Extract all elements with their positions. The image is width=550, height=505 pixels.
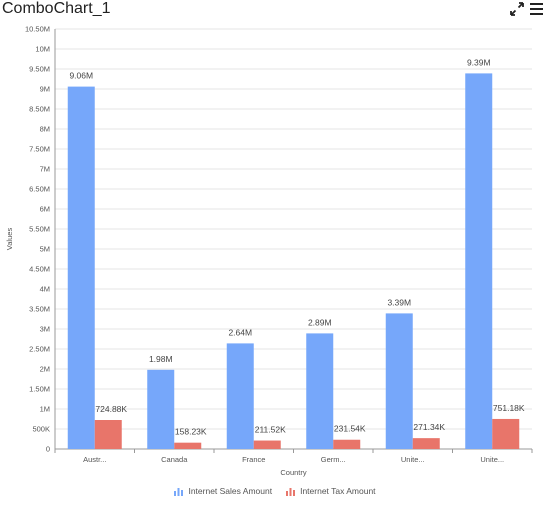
bar[interactable] [174,442,202,449]
data-label: 9.39M [467,57,491,67]
data-label: 724.88K [95,404,127,414]
bar-chart-icon [174,487,184,496]
bar[interactable] [412,438,440,449]
y-tick-label: 9M [40,85,50,94]
y-tick-label: 1.50M [29,385,50,394]
y-tick-label: 3.50M [29,305,50,314]
bar[interactable] [385,313,413,449]
legend-item-internet-tax[interactable]: Internet Tax Amount [286,486,376,496]
y-tick-label: 1M [40,405,50,414]
y-tick-label: 2.50M [29,345,50,354]
bar[interactable] [226,343,254,449]
data-label: 9.06M [69,71,93,81]
y-tick-label: 6.50M [29,185,50,194]
chart-title: ComboChart_1 [2,0,111,17]
bar[interactable] [492,418,520,449]
chart-legend: Internet Sales Amount Internet Tax Amoun… [0,486,550,496]
bar-chart-icon [286,487,296,496]
bar[interactable] [253,440,281,449]
data-label: 271.34K [413,422,445,432]
bar[interactable] [333,439,361,449]
y-tick-label: 10.50M [25,25,50,34]
bar[interactable] [67,86,95,449]
y-tick-label: 5.50M [29,225,50,234]
data-label: 2.64M [228,327,252,337]
x-axis-title: Country [280,468,307,477]
y-tick-label: 6M [40,205,50,214]
hamburger-menu-icon[interactable] [528,0,546,18]
legend-label: Internet Tax Amount [300,486,376,496]
y-tick-label: 10M [35,45,50,54]
data-label: 3.39M [387,297,411,307]
y-tick-label: 0 [46,445,50,454]
y-tick-label: 8M [40,125,50,134]
expand-icon[interactable] [508,0,526,18]
x-tick-label: Unite... [401,455,425,464]
bar[interactable] [306,333,334,449]
data-label: 751.18K [493,403,525,413]
y-tick-label: 3M [40,325,50,334]
y-tick-label: 4.50M [29,265,50,274]
y-tick-label: 4M [40,285,50,294]
x-tick-label: Austr... [83,455,106,464]
y-tick-label: 7.50M [29,145,50,154]
y-axis-title: Values [5,228,14,251]
x-tick-label: Canada [161,455,188,464]
y-tick-label: 7M [40,165,50,174]
data-label: 231.54K [334,424,366,434]
data-label: 2.89M [308,317,332,327]
legend-item-internet-sales[interactable]: Internet Sales Amount [174,486,272,496]
y-tick-label: 9.50M [29,65,50,74]
bar[interactable] [94,420,122,449]
chart-header: ComboChart_1 [0,0,550,24]
x-tick-label: Germ... [321,455,346,464]
bar[interactable] [147,369,175,449]
data-label: 211.52K [255,425,286,435]
legend-label: Internet Sales Amount [188,486,273,496]
y-tick-label: 8.50M [29,105,50,114]
y-tick-label: 5M [40,245,50,254]
x-tick-label: Unite... [480,455,504,464]
y-tick-label: 2M [40,365,50,374]
x-tick-label: France [242,455,265,464]
data-label: 1.98M [149,354,173,364]
data-label: 158.23K [175,427,207,437]
y-tick-label: 500K [32,425,50,434]
bar[interactable] [465,73,493,450]
